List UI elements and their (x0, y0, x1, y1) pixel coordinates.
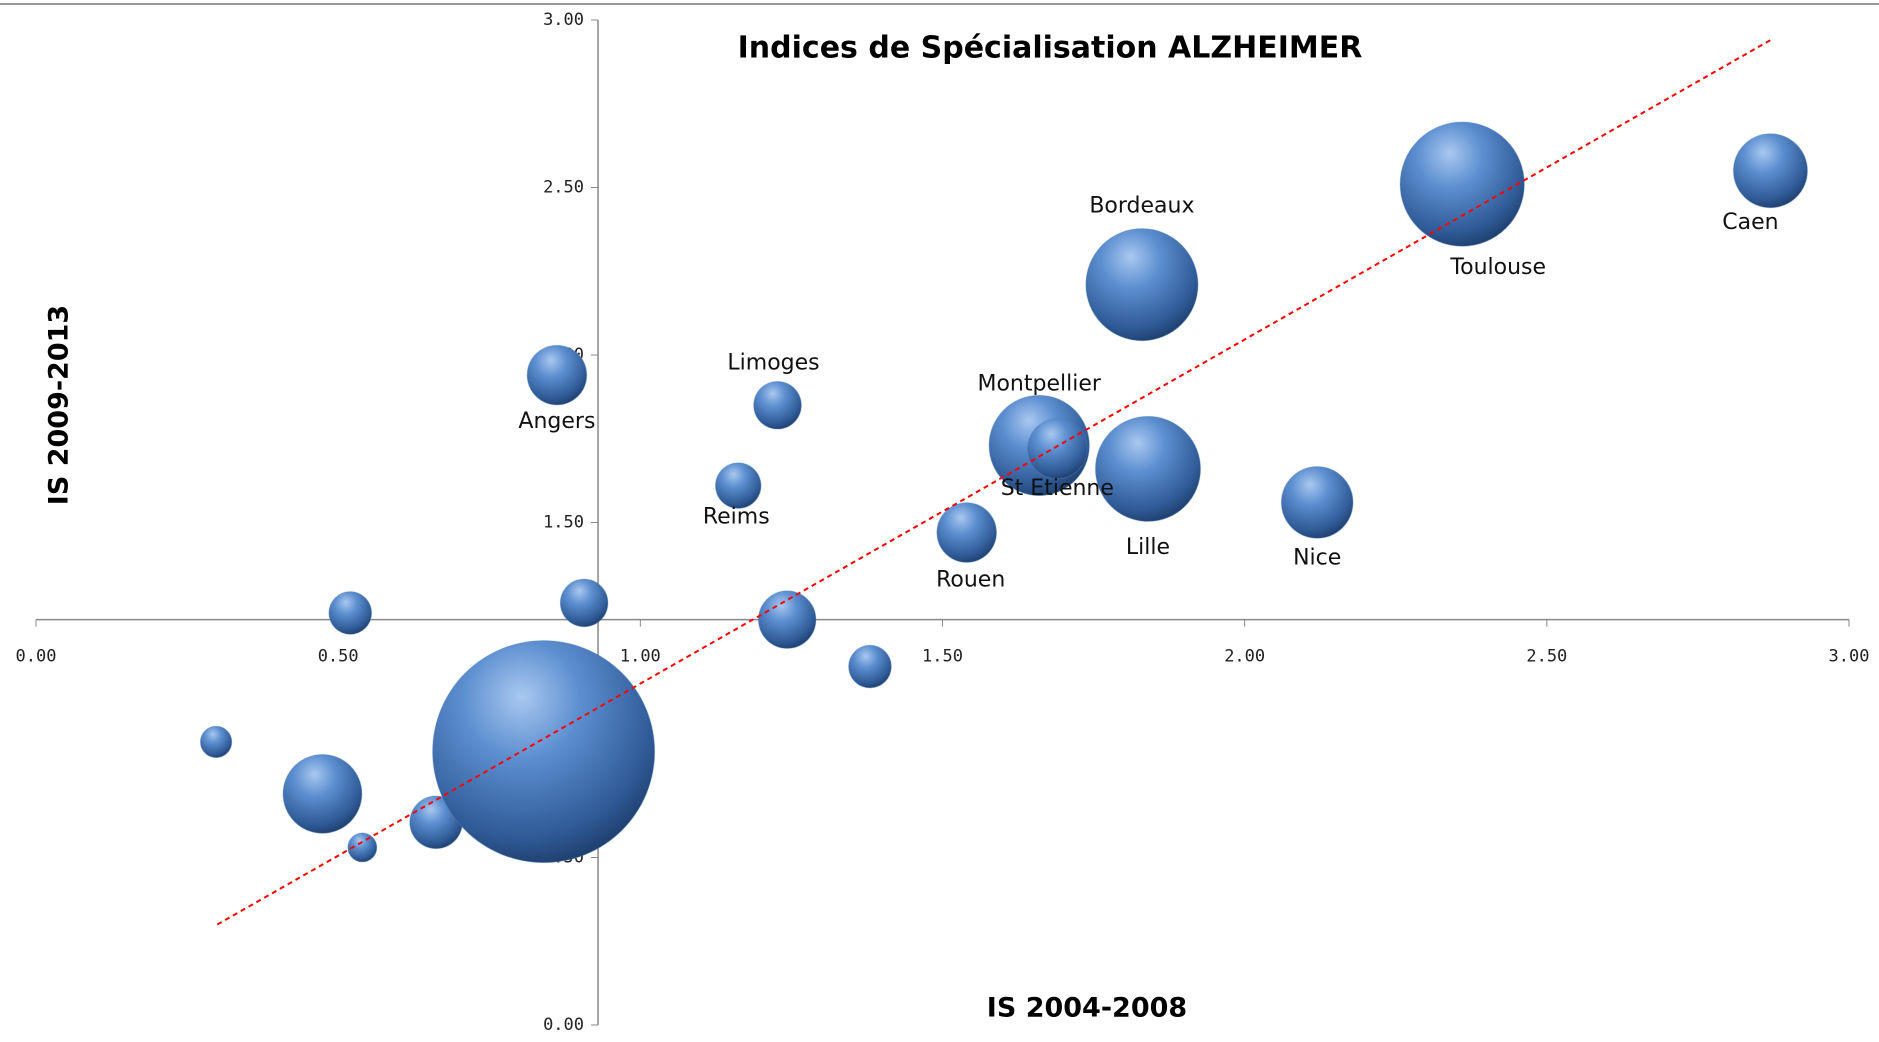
bubble-label: Rouen (936, 568, 1005, 593)
bubble (282, 753, 363, 834)
bubble (559, 578, 609, 628)
bubble-label: St Etienne (1001, 476, 1114, 501)
y-tick-label: 0.00 (543, 1015, 584, 1035)
bubble-label: Montpellier (977, 371, 1101, 396)
trendline (216, 39, 1771, 926)
bubble-label: Caen (1722, 210, 1778, 235)
bubble (936, 502, 997, 563)
y-tick-label: 3.00 (543, 10, 584, 30)
bubble (848, 644, 892, 689)
bubble-label: Limoges (727, 350, 819, 375)
y-axis-title: IS 2009-2013 (44, 305, 75, 505)
bubble (1399, 121, 1525, 247)
bubble (199, 725, 233, 759)
x-tick-label: 1.50 (922, 647, 963, 667)
bubble (714, 462, 762, 509)
x-tick-label: 3.00 (1829, 647, 1870, 667)
bubble (1094, 415, 1202, 522)
bubble (1732, 133, 1808, 209)
x-tick-label: 1.00 (620, 647, 661, 667)
bubble (526, 344, 588, 406)
bubble (757, 590, 817, 649)
bubble (753, 380, 802, 430)
bubble-label: Nice (1293, 545, 1341, 570)
bubble-label: Lille (1126, 535, 1170, 560)
y-tick-label: 2.50 (543, 178, 584, 198)
bubble-label: Toulouse (1449, 255, 1546, 280)
x-tick-label: 2.00 (1224, 647, 1265, 667)
bubble (1280, 466, 1354, 539)
bubble-label: Reims (703, 505, 770, 530)
bubble-label: Angers (518, 409, 595, 434)
bubble (347, 832, 378, 863)
chart-title: Indices de Spécialisation ALZHEIMER (738, 31, 1363, 66)
bubble (1085, 228, 1199, 342)
bubble (1027, 418, 1088, 480)
x-tick-label: 0.00 (16, 647, 57, 667)
y-tick-label: 1.50 (543, 513, 584, 533)
x-tick-label: 0.50 (318, 647, 359, 667)
x-axis-title: IS 2004-2008 (987, 993, 1187, 1024)
x-tick-label: 2.50 (1526, 647, 1567, 667)
bubble-label: Bordeaux (1089, 194, 1194, 219)
bubble (432, 640, 656, 864)
bubble (328, 591, 373, 635)
